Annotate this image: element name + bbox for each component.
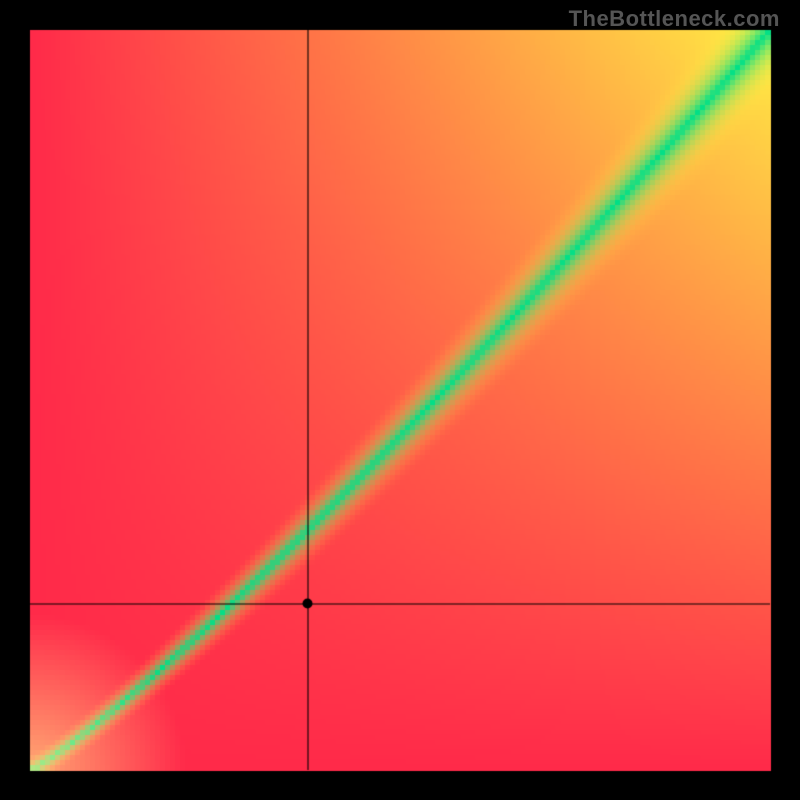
chart-frame: TheBottleneck.com — [0, 0, 800, 800]
watermark-text: TheBottleneck.com — [569, 6, 780, 32]
bottleneck-heatmap — [0, 0, 800, 800]
